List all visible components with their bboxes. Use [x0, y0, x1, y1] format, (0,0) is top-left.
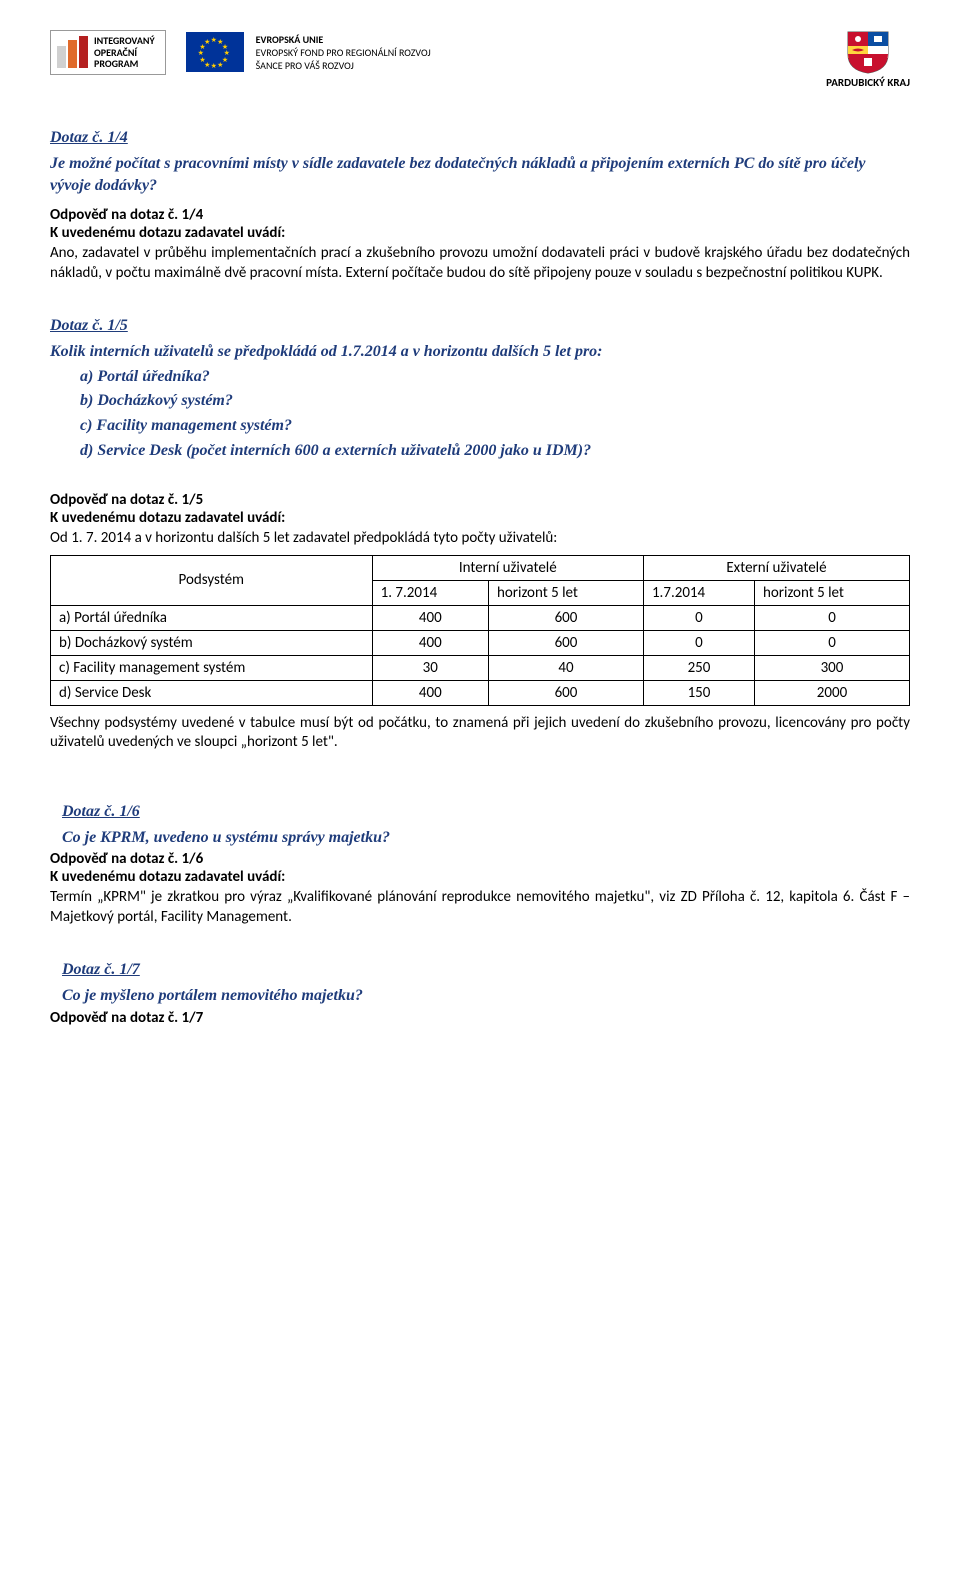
table-row: a) Portál úředníka 400 600 0 0 [51, 605, 910, 630]
row3-v1: 600 [488, 680, 643, 705]
row3-v0: 400 [372, 680, 488, 705]
iop-logo: INTEGROVANÝ OPERAČNÍ PROGRAM [50, 30, 166, 75]
eu-line1: EVROPSKÁ UNIE [256, 33, 431, 46]
q14-ans-body: Ano, zadavatel v průběhu implementačních… [50, 244, 910, 283]
eu-line2: EVROPSKÝ FOND PRO REGIONÁLNÍ ROZVOJ [256, 46, 431, 59]
q15-item-b: b) Docházkový systém? [50, 390, 910, 412]
q16-title: Dotaz č. 1/6 [62, 803, 910, 821]
iop-bars-icon [57, 36, 88, 68]
q16-body: Co je KPRM, uvedeno u systému správy maj… [62, 827, 910, 849]
th-interni: Interní uživatelé [372, 555, 643, 580]
row2-label: c) Facility management systém [51, 655, 373, 680]
row0-v1: 600 [488, 605, 643, 630]
table-row: d) Service Desk 400 600 150 2000 [51, 680, 910, 705]
row1-label: b) Docházkový systém [51, 630, 373, 655]
q15-title: Dotaz č. 1/5 [50, 317, 910, 335]
q14-ans-title: Odpověď na dotaz č. 1/4 [50, 206, 910, 224]
table-row: c) Facility management systém 30 40 250 … [51, 655, 910, 680]
row2-v1: 40 [488, 655, 643, 680]
table-header-row-1: Podsystém Interní uživatelé Externí uživ… [51, 555, 910, 580]
row1-v1: 600 [488, 630, 643, 655]
q17-title: Dotaz č. 1/7 [62, 961, 910, 979]
q15-ans-tail: Všechny podsystémy uvedené v tabulce mus… [50, 714, 910, 753]
row1-v0: 400 [372, 630, 488, 655]
row0-v3: 0 [754, 605, 909, 630]
eu-flag-icon: ★★★★★★★★★★★★ [186, 32, 244, 72]
kraj-label: PARDUBICKÝ KRAJ [826, 76, 910, 89]
th-externi: Externí uživatelé [643, 555, 909, 580]
eu-line3: ŠANCE PRO VÁŠ ROZVOJ [256, 59, 431, 72]
q15-body: Kolik interních uživatelů se předpokládá… [50, 341, 910, 461]
th-podsystem: Podsystém [51, 555, 373, 605]
q15-ans-title: Odpověď na dotaz č. 1/5 [50, 491, 910, 509]
th-sub3: 1.7.2014 [643, 580, 754, 605]
row3-v2: 150 [643, 680, 754, 705]
row1-v3: 0 [754, 630, 909, 655]
iop-line1: INTEGROVANÝ [94, 35, 155, 47]
q15-lead: Kolik interních uživatelů se předpokládá… [50, 341, 910, 363]
iop-line3: PROGRAM [94, 58, 155, 70]
q16-ans-body: Termín „KPRM" je zkratkou pro výraz „Kva… [50, 888, 910, 927]
kraj-logo: PARDUBICKÝ KRAJ [826, 30, 910, 89]
q14-body: Je možné počítat s pracovními místy v sí… [50, 153, 910, 196]
th-sub4: horizont 5 let [754, 580, 909, 605]
q17-ans-title: Odpověď na dotaz č. 1/7 [50, 1009, 910, 1027]
iop-text: INTEGROVANÝ OPERAČNÍ PROGRAM [94, 35, 155, 70]
q15-item-a: a) Portál úředníka? [50, 366, 910, 388]
row2-v0: 30 [372, 655, 488, 680]
q15-ans-lead: Od 1. 7. 2014 a v horizontu dalších 5 le… [50, 529, 910, 549]
row3-v3: 2000 [754, 680, 909, 705]
row0-v2: 0 [643, 605, 754, 630]
header-logos: INTEGROVANÝ OPERAČNÍ PROGRAM ★★★★★★★★★★★… [50, 30, 910, 89]
row0-label: a) Portál úředníka [51, 605, 373, 630]
row0-v0: 400 [372, 605, 488, 630]
q16-ans-title: Odpověď na dotaz č. 1/6 [50, 850, 910, 868]
q16-ans-sub: K uvedenému dotazu zadavatel uvádí: [50, 868, 910, 886]
row2-v2: 250 [643, 655, 754, 680]
row3-label: d) Service Desk [51, 680, 373, 705]
q14-ans-sub: K uvedenému dotazu zadavatel uvádí: [50, 224, 910, 242]
q17-body: Co je myšleno portálem nemovitého majetk… [62, 985, 910, 1007]
logo-left-group: INTEGROVANÝ OPERAČNÍ PROGRAM ★★★★★★★★★★★… [50, 30, 431, 75]
th-sub1: 1. 7.2014 [372, 580, 488, 605]
eu-text: EVROPSKÁ UNIE EVROPSKÝ FOND PRO REGIONÁL… [256, 33, 431, 72]
th-sub2: horizont 5 let [488, 580, 643, 605]
table-row: b) Docházkový systém 400 600 0 0 [51, 630, 910, 655]
q14-title: Dotaz č. 1/4 [50, 129, 910, 147]
q15-table: Podsystém Interní uživatelé Externí uživ… [50, 555, 910, 706]
eu-logo: ★★★★★★★★★★★★ EVROPSKÁ UNIE EVROPSKÝ FOND… [186, 32, 431, 72]
kraj-emblem-icon [846, 30, 890, 74]
row1-v2: 0 [643, 630, 754, 655]
q15-ans-sub: K uvedenému dotazu zadavatel uvádí: [50, 509, 910, 527]
q15-item-d: d) Service Desk (počet interních 600 a e… [50, 440, 910, 462]
row2-v3: 300 [754, 655, 909, 680]
q15-item-c: c) Facility management systém? [50, 415, 910, 437]
